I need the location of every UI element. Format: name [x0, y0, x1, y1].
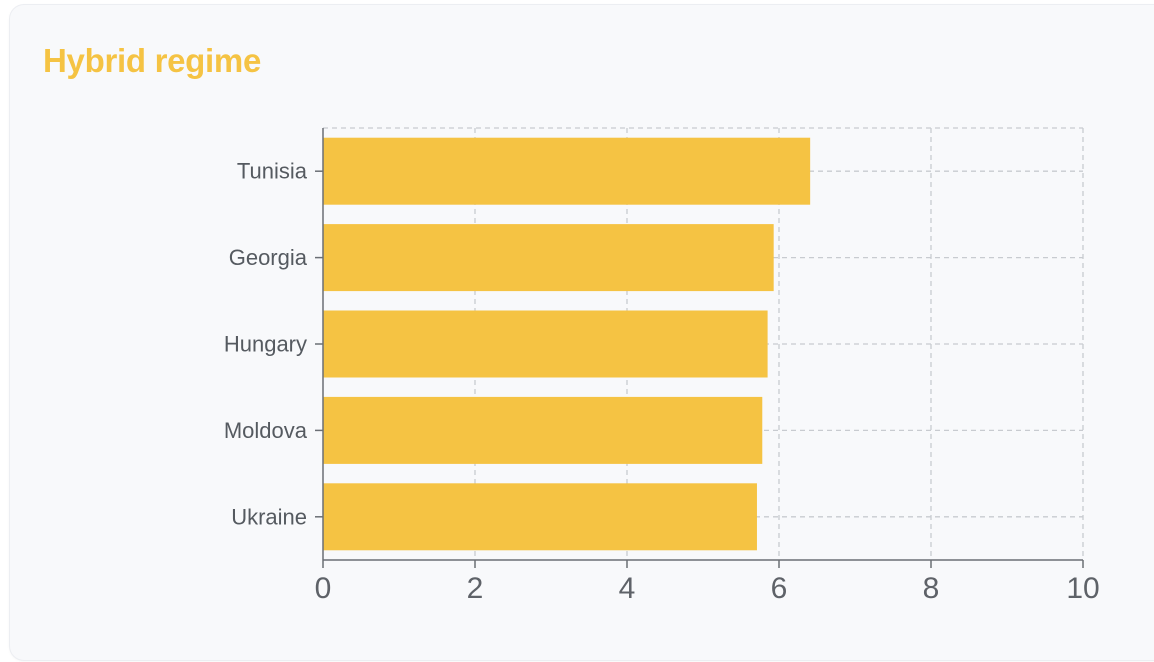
- bar-moldova: [323, 396, 763, 464]
- y-tick-label-hungary: Hungary: [224, 332, 307, 357]
- bar-georgia: [323, 224, 774, 292]
- axes: [315, 128, 1084, 568]
- bars: [323, 137, 811, 551]
- bar-hungary: [323, 310, 768, 378]
- y-tick-label-ukraine: Ukraine: [231, 504, 307, 529]
- x-tick-label-2: 2: [467, 572, 484, 605]
- bar-ukraine: [323, 483, 757, 551]
- x-tick-label-8: 8: [923, 572, 940, 605]
- x-tick-label-10: 10: [1066, 572, 1099, 605]
- y-tick-label-georgia: Georgia: [229, 245, 308, 270]
- bar-tunisia: [323, 137, 811, 205]
- x-tick-label-6: 6: [771, 572, 788, 605]
- y-tick-label-tunisia: Tunisia: [237, 159, 308, 184]
- x-tick-label-0: 0: [315, 572, 332, 605]
- y-tick-label-moldova: Moldova: [224, 418, 308, 443]
- axis-labels: Tunisia Georgia Hungary Moldova Ukraine 0 2 4 6 8…: [224, 159, 1100, 605]
- x-tick-label-4: 4: [619, 572, 636, 605]
- chart-title: Hybrid regime: [43, 42, 261, 79]
